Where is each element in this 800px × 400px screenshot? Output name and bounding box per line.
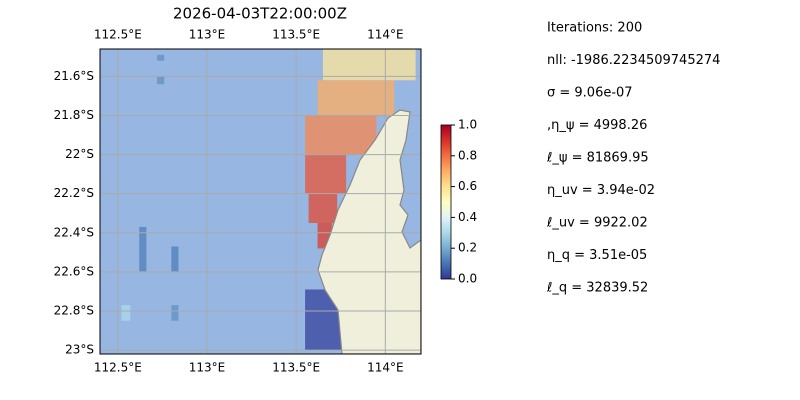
field-patch (157, 76, 165, 85)
map (100, 49, 421, 354)
colorbar-tick-label: 0.8 (458, 148, 477, 162)
info-line: nll: -1986.2234509745274 (547, 53, 720, 68)
y-tick-label: 22°S (65, 147, 94, 161)
field-patch (171, 305, 179, 321)
info-line: ℓ_uv = 9922.02 (546, 216, 648, 231)
colorbar-tick-label: 0.4 (458, 210, 477, 224)
info-line: η_uv = 3.94e-02 (547, 183, 655, 198)
field-patch (305, 154, 347, 194)
colorbar-tick-label: 0.2 (458, 241, 477, 255)
y-tick-label: 22.4°S (54, 225, 94, 239)
colorbar-tick-label: 0.0 (458, 272, 477, 286)
x-tick-label: 113°E (189, 28, 226, 42)
y-tick-label: 22.8°S (54, 303, 94, 317)
info-line: η_q = 3.51e-05 (547, 248, 647, 263)
field-patch (322, 49, 416, 81)
field-patch (121, 305, 131, 321)
info-line: σ = 9.06e-07 (547, 86, 633, 101)
info-line: Iterations: 200 (547, 21, 642, 36)
field-patch (305, 115, 377, 155)
field-patch (308, 193, 338, 224)
x-tick-label: 112.5°E (94, 28, 142, 42)
colorbar (440, 124, 452, 280)
x-tick-label: 113.5°E (272, 361, 320, 375)
y-tick-label: 22.2°S (54, 186, 94, 200)
x-tick-label: 112.5°E (94, 361, 142, 375)
colorbar-tick-label: 1.0 (458, 118, 477, 132)
field-patch (157, 54, 165, 61)
field-patch (171, 246, 179, 272)
x-tick-label: 113.5°E (272, 28, 320, 42)
info-line: ℓ_q = 32839.52 (546, 281, 648, 296)
map-title: 2026-04-03T22:00:00Z (173, 5, 347, 23)
y-tick-label: 23°S (65, 343, 94, 357)
x-tick-label: 113°E (189, 361, 226, 375)
info-line: ,η_ψ = 4998.26 (547, 118, 647, 133)
field-patch (317, 80, 395, 116)
land (317, 109, 421, 354)
colorbar-tick-label: 0.6 (458, 179, 477, 193)
y-tick-label: 21.8°S (54, 108, 94, 122)
info-line: ℓ_ψ = 81869.95 (546, 151, 649, 166)
y-tick-label: 22.6°S (54, 264, 94, 278)
x-tick-label: 114°E (367, 361, 404, 375)
y-tick-label: 21.6°S (54, 69, 94, 83)
x-tick-label: 114°E (367, 28, 404, 42)
map-frame (99, 48, 422, 355)
field-patch (139, 226, 147, 272)
